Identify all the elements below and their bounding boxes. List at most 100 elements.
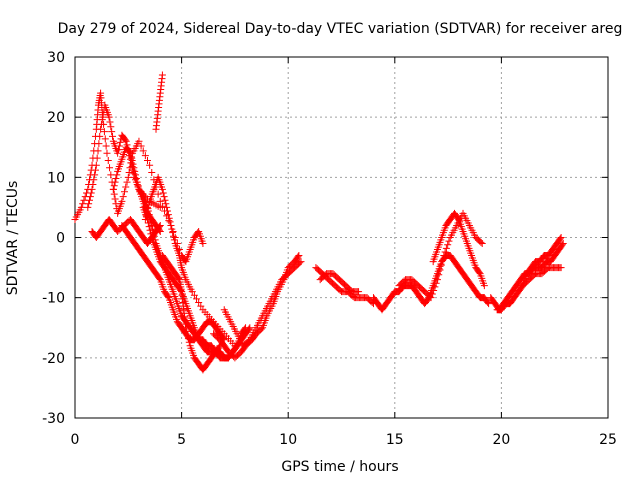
data-point (558, 241, 566, 249)
data-point (184, 331, 192, 339)
data-point (120, 188, 128, 196)
data-point (427, 294, 435, 302)
data-point (195, 298, 203, 306)
data-point (428, 290, 436, 298)
data-point (159, 189, 167, 197)
data-point (115, 142, 123, 150)
data-point (132, 171, 140, 179)
data-point (167, 221, 175, 229)
data-point (135, 137, 143, 145)
data-point (129, 160, 137, 168)
data-point (355, 288, 363, 296)
data-point (126, 149, 134, 157)
data-point (557, 234, 565, 241)
data-point (109, 132, 117, 140)
data-point (170, 236, 178, 244)
data-point (154, 190, 162, 198)
data-point (197, 302, 205, 310)
data-point (108, 128, 116, 136)
data-point (155, 274, 163, 282)
data-point (164, 292, 172, 300)
y-tick-label: 30 (47, 50, 65, 66)
data-point (188, 288, 196, 296)
data-point (559, 240, 567, 248)
data-point (139, 147, 147, 155)
data-point (90, 176, 98, 184)
x-tick-label: 20 (492, 432, 510, 448)
data-point (93, 154, 101, 162)
data-point (442, 244, 450, 252)
data-point (166, 218, 174, 226)
series-trace-14 (316, 270, 363, 296)
data-point (296, 259, 304, 267)
data-point (440, 252, 448, 260)
data-point (168, 225, 176, 233)
data-point (444, 241, 452, 249)
series-trace-3 (88, 215, 164, 248)
data-point (146, 161, 154, 169)
data-point (445, 237, 453, 245)
data-point (130, 164, 138, 172)
data-point (175, 274, 183, 282)
data-point (97, 120, 105, 128)
data-point (185, 338, 193, 346)
data-point (134, 182, 142, 190)
data-point (84, 203, 92, 211)
data-point (106, 118, 114, 126)
data-point (137, 142, 145, 150)
y-tick-label: -20 (42, 351, 65, 367)
data-point (106, 164, 114, 172)
series-trace-12 (220, 258, 305, 350)
data-point (87, 189, 95, 197)
data-point (475, 268, 483, 276)
data-point (149, 225, 157, 233)
data-point (91, 171, 99, 179)
data-point (432, 279, 440, 287)
y-axis-label: SDTVAR / TECUs (5, 181, 21, 296)
data-point (91, 166, 99, 174)
data-point (431, 283, 439, 291)
y-tick-label: -10 (42, 291, 65, 307)
data-point (114, 146, 122, 154)
data-point (119, 193, 127, 201)
axis-ticks: 0 5 10 15 20 25 -30 -20 -10 0 10 20 30 (42, 50, 617, 448)
data-point (169, 229, 177, 237)
y-tick-label: 10 (47, 170, 65, 186)
data-point (155, 226, 163, 234)
y-tick-label: -30 (42, 411, 65, 427)
data-point (142, 212, 150, 220)
data-point (215, 343, 223, 351)
chart-title: Day 279 of 2024, Sidereal Day-to-day VTE… (58, 21, 623, 37)
data-point (199, 240, 207, 248)
data-point (165, 214, 173, 222)
data-point (111, 195, 119, 203)
y-tick-label: 0 (56, 231, 65, 247)
data-point (480, 282, 488, 290)
data-point (556, 235, 564, 243)
data-point (245, 325, 253, 333)
data-point (478, 240, 486, 248)
data-point (133, 178, 141, 186)
data-point (85, 200, 93, 208)
data-point (95, 140, 103, 148)
data-point (150, 232, 158, 240)
data-point (441, 248, 449, 256)
data-point (161, 196, 169, 204)
data-point (433, 276, 441, 284)
series-trace-9 (158, 252, 224, 374)
data-point (295, 252, 303, 260)
data-point (257, 325, 265, 333)
data-point (231, 342, 239, 350)
data-point (184, 335, 192, 343)
data-point (126, 148, 134, 156)
series-trace-20 (519, 264, 565, 290)
data-point (141, 215, 149, 223)
data-point (105, 113, 113, 121)
series-trace-6 (109, 143, 164, 235)
data-point (132, 175, 140, 183)
data-point (158, 71, 166, 79)
data-point (148, 169, 156, 177)
data-point (89, 181, 97, 189)
data-point (112, 175, 120, 183)
data-point (92, 161, 100, 169)
